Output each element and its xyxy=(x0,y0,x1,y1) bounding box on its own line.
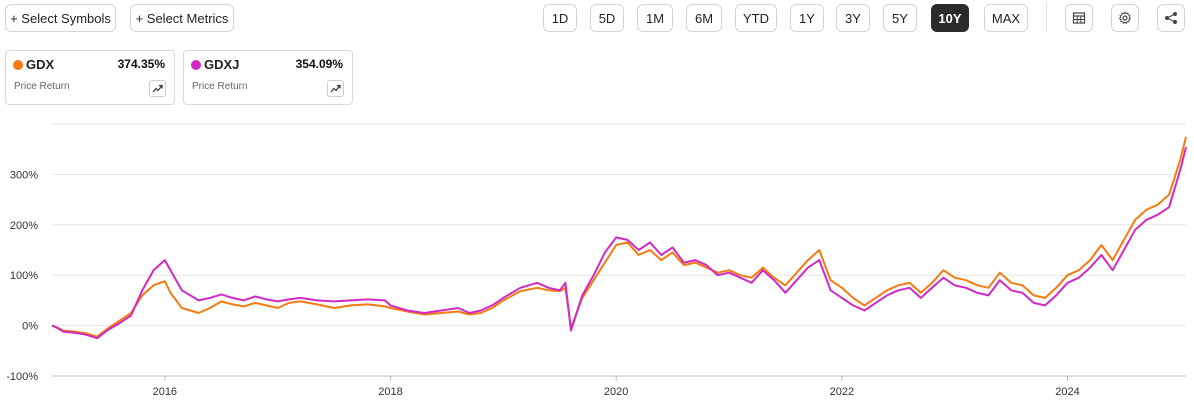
trend-chart-button[interactable] xyxy=(149,80,166,97)
gridlines xyxy=(52,123,1186,377)
series-color-dot xyxy=(191,60,201,70)
range-button-1d[interactable]: 1D xyxy=(543,4,577,32)
series-color-dot xyxy=(13,60,23,70)
x-tick-label: 2018 xyxy=(378,386,402,398)
x-tick-label: 2024 xyxy=(1055,386,1079,398)
range-button-max[interactable]: MAX xyxy=(984,4,1028,32)
y-tick-label: 0% xyxy=(22,321,38,333)
legend-symbol: GDX xyxy=(26,57,55,72)
table-icon xyxy=(1072,12,1086,24)
series-line-gdx[interactable] xyxy=(51,136,1187,338)
share-button[interactable] xyxy=(1157,4,1185,32)
table-view-button[interactable] xyxy=(1065,4,1093,32)
range-button-1y[interactable]: 1Y xyxy=(790,4,824,32)
series-line-gdxj[interactable] xyxy=(51,146,1187,340)
legend-card-gdx[interactable]: GDX 374.35% Price Return xyxy=(5,50,175,105)
price-return-chart[interactable]: -100% 0% 100% 200% 300% 2016 2018 2020 2022 2024 xyxy=(0,110,1194,411)
trend-chart-button[interactable] xyxy=(327,80,344,97)
legend-subtitle: Price Return xyxy=(14,81,70,92)
x-tick-label: 2016 xyxy=(153,386,177,398)
y-tick-label: 200% xyxy=(10,220,38,232)
legend-card-gdxj[interactable]: GDXJ 354.09% Price Return xyxy=(183,50,353,105)
x-tick-label: 2020 xyxy=(604,386,628,398)
y-tick-label: 100% xyxy=(10,270,38,282)
legend-symbol: GDXJ xyxy=(204,57,240,72)
toolbar-separator xyxy=(1046,3,1047,33)
trend-up-icon xyxy=(152,84,163,93)
select-symbols-button[interactable]: + Select Symbols xyxy=(5,4,116,32)
range-button-5d[interactable]: 5D xyxy=(590,4,624,32)
range-button-5y[interactable]: 5Y xyxy=(883,4,917,32)
gear-icon xyxy=(1118,11,1132,25)
legend-value: 374.35% xyxy=(117,57,165,71)
y-tick-label: -100% xyxy=(6,371,38,383)
range-button-10y[interactable]: 10Y xyxy=(931,4,969,32)
settings-button[interactable] xyxy=(1111,4,1139,32)
select-metrics-button[interactable]: + Select Metrics xyxy=(130,4,234,32)
share-icon xyxy=(1165,12,1177,24)
y-tick-label: 300% xyxy=(10,169,38,181)
range-button-6m[interactable]: 6M xyxy=(686,4,722,32)
range-button-ytd[interactable]: YTD xyxy=(735,4,777,32)
range-button-1m[interactable]: 1M xyxy=(637,4,673,32)
axes: -100% 0% 100% 200% 300% 2016 2018 2020 2022 2024 xyxy=(6,169,1186,398)
series-lines xyxy=(51,136,1187,340)
x-tick-label: 2022 xyxy=(830,386,854,398)
trend-up-icon xyxy=(330,84,341,93)
range-button-3y[interactable]: 3Y xyxy=(836,4,870,32)
legend-value: 354.09% xyxy=(295,57,343,71)
legend-subtitle: Price Return xyxy=(192,81,248,92)
